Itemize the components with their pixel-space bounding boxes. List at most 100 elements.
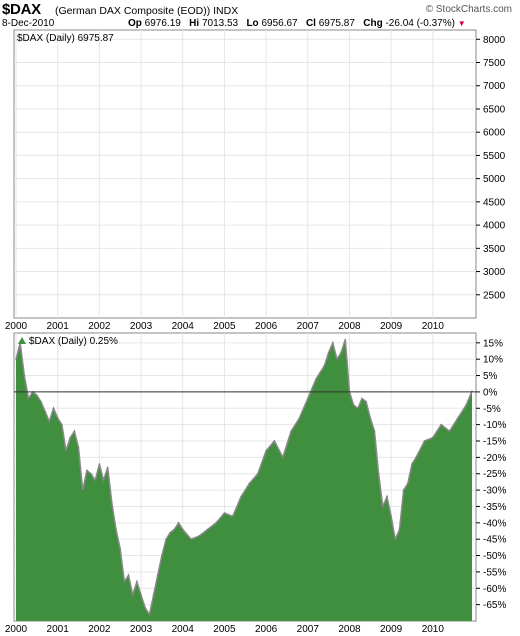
quote-summary: Op 6976.19 Hi 7013.53 Lo 6956.67 Cl 6975… xyxy=(128,18,466,29)
perf-panel-title: $DAX (Daily) 0.25% xyxy=(29,336,118,347)
close-label: Cl xyxy=(305,18,316,29)
perf-data-point xyxy=(340,352,342,354)
price-y-tick-label: 3000 xyxy=(483,267,506,278)
perf-data-point xyxy=(411,463,413,465)
perf-x-tick-label: 2008 xyxy=(338,624,361,635)
perf-data-point xyxy=(373,430,376,432)
price-x-tick-label: 2010 xyxy=(422,321,445,332)
perf-data-point xyxy=(111,502,113,504)
perf-data-point xyxy=(77,446,80,449)
open-label: Op xyxy=(128,18,142,29)
change-value: -26.04 (-0.37%) xyxy=(385,18,455,29)
perf-data-point xyxy=(282,456,284,458)
perf-data-point xyxy=(361,397,363,400)
ticker-symbol: $DAX xyxy=(2,1,41,18)
stockcharts-logo[interactable]: © StockCharts.com xyxy=(425,4,512,15)
perf-data-point xyxy=(94,479,96,481)
change-label: Chg xyxy=(363,18,383,29)
perf-data-point xyxy=(465,404,467,406)
perf-data-point xyxy=(153,594,155,596)
perf-data-point xyxy=(215,522,217,524)
perf-x-tick-label: 2009 xyxy=(380,624,403,635)
perf-data-point xyxy=(265,450,267,452)
perf-x-tick-label: 2001 xyxy=(47,624,70,635)
price-panel-title: $DAX (Daily) 6975.87 xyxy=(17,33,114,44)
perf-data-point xyxy=(353,404,355,406)
price-x-tick-label: 2007 xyxy=(297,321,320,332)
perf-data-point xyxy=(415,456,417,458)
perf-data-point xyxy=(148,613,150,616)
perf-data-point xyxy=(190,538,192,540)
perf-data-point xyxy=(403,489,405,491)
perf-data-point xyxy=(332,342,334,344)
perf-y-tick-label: -15% xyxy=(483,437,506,448)
perf-x-tick-label: 2004 xyxy=(172,624,195,635)
perf-data-point xyxy=(86,469,88,472)
perf-y-tick-label: -10% xyxy=(483,420,506,431)
ticker-full-name: (German DAX Composite (EOD)) xyxy=(55,5,211,17)
perf-y-tick-label: 0% xyxy=(483,387,498,398)
perf-data-point xyxy=(144,607,146,609)
perf-data-point xyxy=(198,535,200,537)
perf-data-point xyxy=(257,473,259,475)
perf-data-point xyxy=(102,479,105,481)
perf-data-point xyxy=(40,401,42,403)
perf-data-point xyxy=(23,374,25,377)
price-x-tick-label: 2008 xyxy=(338,321,361,332)
perf-data-point xyxy=(407,482,409,485)
perf-data-point xyxy=(328,352,330,354)
price-x-tick-label: 2006 xyxy=(255,321,278,332)
perf-data-point xyxy=(273,440,275,442)
price-y-tick-label: 8000 xyxy=(483,35,506,46)
price-y-tick-label: 7000 xyxy=(483,81,506,92)
price-y-tick-label: 6500 xyxy=(483,104,506,115)
open-value: 6976.19 xyxy=(144,18,181,29)
perf-y-tick-label: -25% xyxy=(483,469,506,480)
perf-data-point xyxy=(390,515,392,517)
perf-data-point xyxy=(440,424,442,426)
perf-data-point xyxy=(115,528,117,531)
perf-data-point xyxy=(15,358,17,360)
perf-data-point xyxy=(44,410,46,413)
perf-y-tick-label: -5% xyxy=(483,404,501,415)
price-x-tick-label: 2003 xyxy=(130,321,153,332)
perf-y-tick-label: 5% xyxy=(483,371,498,382)
perf-data-point xyxy=(223,512,225,514)
perf-data-point xyxy=(394,538,396,540)
perf-data-point xyxy=(232,515,234,517)
high-value: 7013.53 xyxy=(201,18,239,29)
perf-data-point xyxy=(127,574,130,576)
price-y-tick-label: 4500 xyxy=(483,197,506,208)
perf-data-point xyxy=(298,417,300,419)
perf-data-point xyxy=(161,554,163,557)
close-value: 6975.87 xyxy=(318,18,355,29)
perf-data-point xyxy=(98,463,100,465)
high-label: Hi xyxy=(189,18,200,29)
price-y-tick-label: 5500 xyxy=(483,151,506,162)
perf-y-tick-label: -20% xyxy=(483,453,506,464)
perf-data-point xyxy=(369,417,371,419)
price-y-tick-label: 3500 xyxy=(483,244,506,255)
perf-data-point xyxy=(119,548,121,550)
perf-data-point xyxy=(432,437,434,439)
perf-data-point xyxy=(169,532,171,534)
perf-x-tick-label: 2010 xyxy=(422,624,445,635)
perf-x-tick-label: 2005 xyxy=(213,624,236,635)
price-x-tick-label: 2002 xyxy=(88,321,111,332)
perf-y-tick-label: 15% xyxy=(483,338,503,349)
perf-x-tick-label: 2003 xyxy=(130,624,153,635)
price-x-tick-label: 2001 xyxy=(47,321,70,332)
low-value: 6956.67 xyxy=(261,18,298,29)
perf-data-point xyxy=(65,450,67,452)
perf-data-point xyxy=(344,338,346,341)
quote-date: 8-Dec-2010 xyxy=(2,18,55,29)
perf-data-point xyxy=(448,430,451,432)
perf-data-point xyxy=(48,420,50,422)
perf-y-tick-label: -30% xyxy=(483,486,506,497)
perf-data-point xyxy=(57,417,59,419)
perf-data-point xyxy=(423,440,426,442)
perf-data-point xyxy=(82,489,84,491)
perf-y-tick-label: 10% xyxy=(483,355,503,366)
price-panel-frame xyxy=(13,29,477,319)
